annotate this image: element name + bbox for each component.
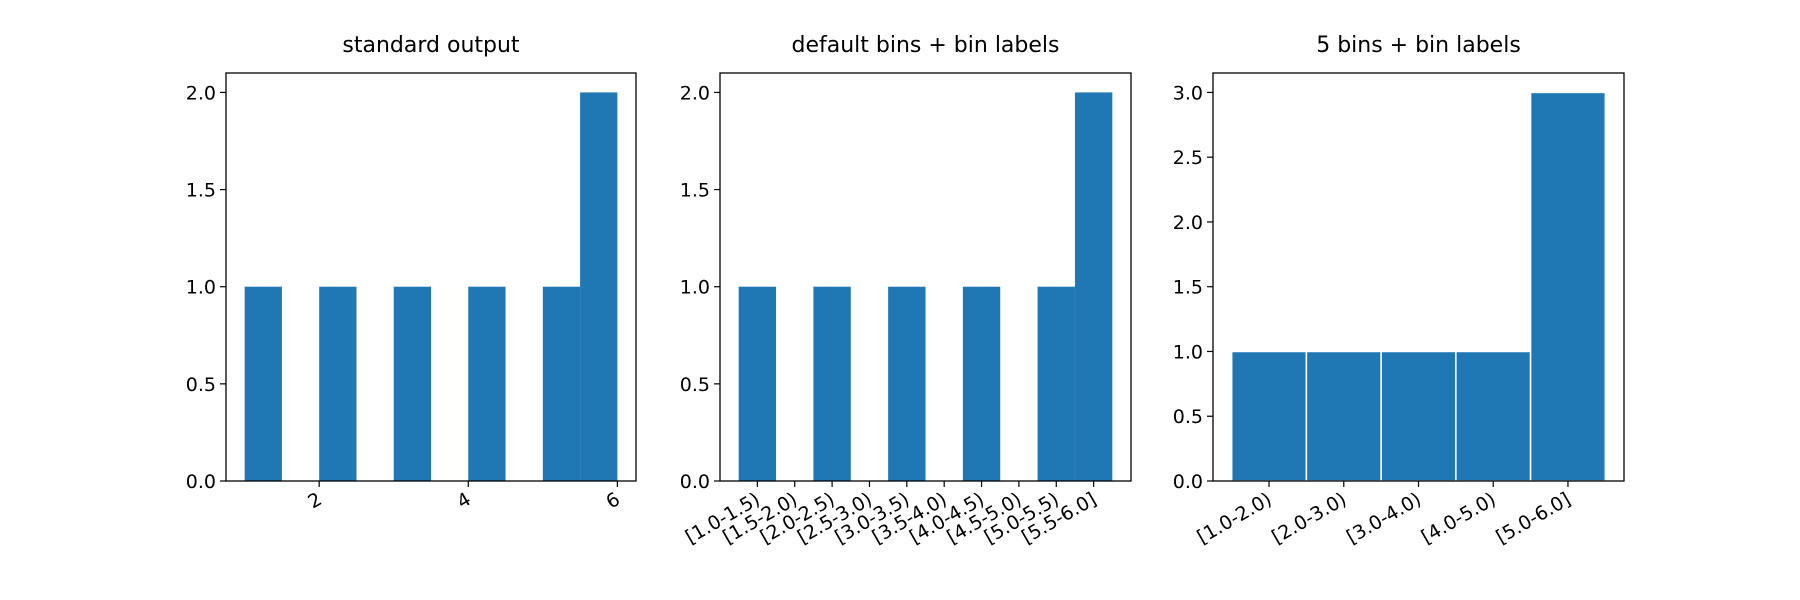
axes-frame — [719, 72, 1132, 482]
bar — [319, 286, 357, 481]
x-tick-label: [4.0-5.0) — [1418, 488, 1500, 548]
y-tick-label: 0.0 — [186, 471, 216, 493]
x-tick-label: [3.0-4.0) — [1343, 488, 1425, 548]
bar — [1037, 286, 1075, 481]
chart-title: standard output — [342, 33, 520, 58]
bar — [962, 286, 1001, 481]
chart-title: default bins + bin labels — [792, 33, 1060, 58]
y-tick-label: 2.0 — [1173, 212, 1203, 234]
subplot: standard output 0.0 0.5 1.0 1.5 2.0 2 4 6 — [186, 33, 637, 513]
bar — [1305, 350, 1382, 482]
y-tick-label: 1.5 — [1173, 277, 1203, 299]
bar — [1455, 350, 1532, 482]
x-tick-label: [5.0-6.0] — [1492, 488, 1574, 548]
y-tick-label: 0.0 — [1173, 471, 1203, 493]
bar — [580, 92, 618, 481]
y-tick-label: 0.0 — [680, 471, 710, 493]
bar — [738, 286, 777, 481]
bar — [813, 286, 851, 481]
y-tick-label: 1.0 — [186, 277, 216, 299]
chart-title: 5 bins + bin labels — [1316, 33, 1521, 58]
subplot: 5 bins + bin labels 0.0 0.5 1.0 1.5 2.0 2.5 3.0… — [1173, 33, 1625, 548]
x-tick-label: [1.0-2.0) — [1193, 488, 1275, 548]
y-tick-label: 0.5 — [1173, 406, 1203, 428]
x-tick-label: 2 — [304, 488, 325, 513]
bar — [1529, 91, 1607, 482]
subplot: default bins + bin labels 0.0 0.5 1.0 1.5 2.0… — [680, 33, 1132, 548]
bar — [542, 286, 581, 481]
y-tick-label: 3.0 — [1173, 82, 1203, 104]
bar — [888, 286, 926, 481]
y-tick-label: 1.5 — [186, 180, 216, 202]
bar — [1074, 92, 1113, 481]
x-tick-label: 6 — [602, 488, 623, 513]
bar — [244, 286, 282, 481]
y-tick-label: 0.5 — [186, 374, 216, 396]
bar — [468, 286, 506, 481]
bar — [393, 286, 431, 481]
y-tick-label: 1.0 — [680, 277, 710, 299]
y-tick-label: 2.5 — [1173, 147, 1203, 169]
bar — [1230, 350, 1308, 482]
x-tick-label: [2.0-3.0) — [1268, 488, 1350, 548]
y-tick-label: 2.0 — [186, 82, 216, 104]
y-tick-label: 2.0 — [680, 82, 710, 104]
axes-frame — [225, 72, 637, 482]
bar — [1380, 350, 1457, 482]
y-tick-label: 0.5 — [680, 374, 710, 396]
y-tick-label: 1.5 — [680, 180, 710, 202]
y-tick-label: 1.0 — [1173, 341, 1203, 363]
x-tick-label: 4 — [453, 488, 474, 513]
